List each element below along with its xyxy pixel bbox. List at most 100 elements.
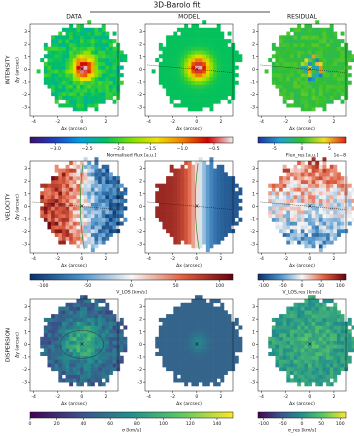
map-pixel: [279, 39, 283, 43]
map-pixel: [123, 337, 127, 341]
map-pixel: [98, 50, 102, 54]
map-pixel: [206, 248, 210, 252]
map-pixel: [301, 180, 305, 184]
map-pixel: [120, 210, 124, 214]
map-pixel: [315, 62, 319, 66]
map-pixel: [188, 318, 192, 322]
map-pixel: [301, 240, 305, 244]
map-pixel: [326, 325, 330, 329]
map-pixel: [62, 169, 66, 173]
map-pixel: [51, 221, 55, 225]
map-pixel: [188, 88, 192, 92]
map-pixel: [195, 318, 199, 322]
map-pixel: [195, 84, 199, 88]
map-pixel: [304, 325, 308, 329]
x-tick-label: -2: [55, 394, 60, 400]
map-pixel: [297, 367, 301, 371]
map-pixel: [102, 367, 106, 371]
map-pixel: [199, 43, 203, 47]
map-pixel: [322, 341, 326, 345]
map-pixel: [47, 221, 51, 225]
map-pixel: [348, 203, 352, 207]
map-pixel: [333, 73, 337, 77]
map-pixel: [102, 233, 106, 237]
map-pixel: [105, 32, 109, 36]
map-pixel: [166, 359, 170, 363]
map-pixel: [308, 81, 312, 85]
map-pixel: [202, 359, 206, 363]
map-pixel: [184, 43, 188, 47]
map-pixel: [73, 66, 77, 70]
map-pixel: [94, 58, 98, 62]
map-pixel: [162, 356, 166, 360]
map-pixel: [326, 378, 330, 382]
map-pixel: [297, 35, 301, 39]
map-pixel: [62, 187, 66, 191]
column-header: DATA: [66, 14, 82, 21]
map-pixel: [177, 240, 181, 244]
colorbar-tick-label: 0: [130, 283, 133, 289]
map-pixel: [297, 43, 301, 47]
map-pixel: [91, 229, 95, 233]
map-pixel: [213, 100, 217, 104]
map-pixel: [80, 295, 84, 299]
map-pixel: [319, 367, 323, 371]
map-pixel: [304, 367, 308, 371]
map-pixel: [109, 229, 113, 233]
map-pixel: [177, 180, 181, 184]
map-pixel: [312, 322, 316, 326]
map-pixel: [66, 62, 70, 66]
map-pixel: [348, 348, 352, 352]
map-pixel: [73, 310, 77, 314]
map-pixel: [51, 39, 55, 43]
map-pixel: [224, 341, 228, 345]
map-pixel: [166, 176, 170, 180]
map-pixel: [113, 88, 117, 92]
map-pixel: [47, 363, 51, 367]
map-pixel: [330, 341, 334, 345]
map-pixel: [294, 375, 298, 379]
map-pixel: [87, 50, 91, 54]
map-pixel: [66, 221, 70, 225]
map-pixel: [199, 172, 203, 176]
map-pixel: [319, 180, 323, 184]
map-pixel: [228, 184, 232, 188]
map-pixel: [319, 337, 323, 341]
map-pixel: [283, 337, 287, 341]
map-pixel: [341, 69, 345, 73]
map-pixel: [102, 359, 106, 363]
map-pixel: [301, 229, 305, 233]
map-pixel: [173, 341, 177, 345]
map-pixel: [319, 184, 323, 188]
map-pixel: [294, 229, 298, 233]
map-pixel: [322, 66, 326, 70]
map-pixel: [87, 32, 91, 36]
map-pixel: [40, 344, 44, 348]
map-pixel: [199, 58, 203, 62]
map-pixel: [319, 221, 323, 225]
map-pixel: [220, 329, 224, 333]
map-pixel: [279, 47, 283, 51]
map-pixel: [206, 348, 210, 352]
map-pixel: [206, 203, 210, 207]
map-pixel: [304, 363, 308, 367]
map-pixel: [62, 371, 66, 375]
map-pixel: [184, 375, 188, 379]
map-pixel: [297, 54, 301, 58]
map-pixel: [268, 191, 272, 195]
map-pixel: [224, 187, 228, 191]
map-pixel: [206, 371, 210, 375]
map-pixel: [228, 214, 232, 218]
map-pixel: [105, 58, 109, 62]
map-pixel: [213, 352, 217, 356]
map-pixel: [195, 225, 199, 229]
map-pixel: [98, 237, 102, 241]
map-pixel: [191, 165, 195, 169]
y-tick-label: 3: [139, 166, 142, 172]
map-pixel: [55, 187, 59, 191]
map-pixel: [113, 322, 117, 326]
map-pixel: [181, 375, 185, 379]
map-pixel: [173, 169, 177, 173]
map-pixel: [326, 314, 330, 318]
map-pixel: [80, 28, 84, 32]
